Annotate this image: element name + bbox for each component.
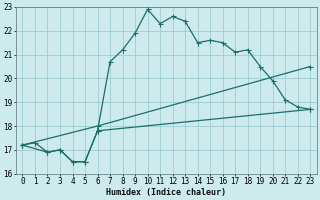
X-axis label: Humidex (Indice chaleur): Humidex (Indice chaleur): [106, 188, 226, 197]
